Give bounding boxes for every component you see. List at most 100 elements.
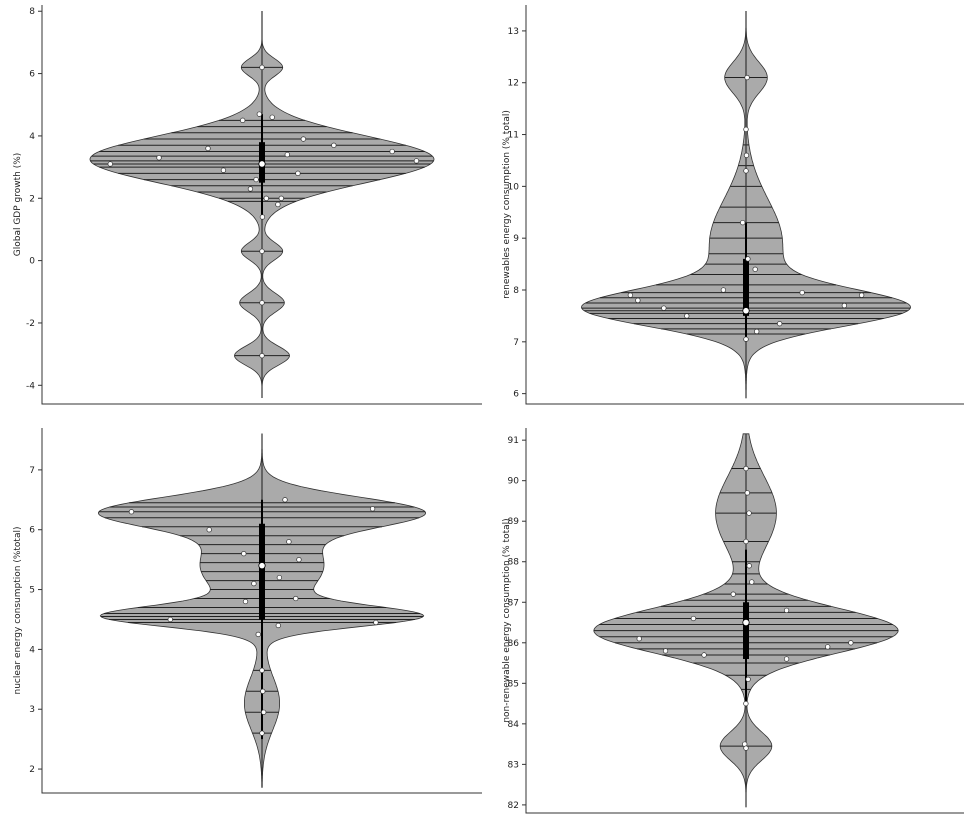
data-point (156, 155, 162, 161)
data-point (799, 289, 805, 296)
y-tick-label: 0 (29, 257, 35, 267)
data-point (269, 114, 275, 120)
data-point (743, 168, 749, 174)
data-point (744, 74, 750, 81)
y-tick-label: 6 (29, 526, 35, 536)
y-tick-label: 6 (513, 390, 519, 400)
data-point (754, 328, 760, 335)
data-point (752, 266, 758, 272)
axis-frame (41, 428, 482, 794)
data-point (783, 607, 790, 614)
data-point (743, 465, 749, 472)
y-tick-label: 89 (508, 517, 520, 527)
data-point (240, 117, 246, 123)
y-tick-label: 4 (29, 645, 35, 655)
violin-panel-non-renewable: 82 83 84 85 86 87 88 89 90 91 non-renewable energy… (502, 428, 964, 814)
data-point (661, 305, 667, 311)
data-point (743, 538, 749, 545)
y-tick-label: 7 (513, 338, 519, 348)
data-point (749, 579, 755, 585)
data-point (275, 622, 281, 629)
violin-panel-nuclear: 2 3 4 5 6 7 nuclear energy consumption (%total… (13, 428, 482, 794)
data-point (701, 652, 707, 658)
y-tick-label: 12 (508, 79, 519, 89)
violin-panel-gdp-growth: -4 -2 0 2 4 6 8 Global GDP growth (%) (13, 5, 482, 405)
y-tick-label: 5 (29, 586, 35, 596)
y-axis-title: renewables energy consumption (% total) (502, 110, 512, 299)
data-point (220, 167, 227, 173)
y-axis-title: non-renewable energy consumption (% tota… (502, 518, 512, 722)
data-point (743, 336, 749, 342)
data-point (206, 527, 212, 533)
data-point (841, 302, 848, 309)
data-point (296, 556, 302, 563)
data-point (684, 313, 690, 319)
data-point (720, 287, 727, 293)
data-point (259, 214, 266, 220)
data-point (255, 631, 261, 638)
data-point (746, 510, 752, 516)
axis-frame (525, 5, 964, 405)
y-tick-label: 3 (29, 705, 35, 715)
data-point (256, 111, 262, 117)
data-point (167, 616, 173, 623)
data-point (743, 745, 749, 751)
data-point (848, 640, 854, 646)
data-point (635, 297, 641, 304)
data-point (858, 292, 865, 298)
data-point (300, 136, 307, 142)
median-marker (742, 618, 750, 627)
median-marker (258, 562, 266, 570)
data-point (627, 292, 634, 298)
y-tick-label: 85 (508, 679, 519, 689)
median-marker (742, 307, 750, 315)
data-point (745, 676, 751, 682)
y-tick-label: 11 (508, 131, 519, 141)
data-point (247, 186, 254, 192)
data-point (745, 256, 751, 262)
y-tick-label: 2 (29, 194, 35, 204)
y-tick-label: 4 (29, 132, 35, 142)
data-point (284, 151, 290, 158)
data-point (278, 195, 284, 201)
data-point (730, 591, 736, 597)
data-point (331, 142, 337, 148)
y-tick-label: 83 (508, 760, 519, 770)
data-point (275, 201, 281, 208)
y-tick-label: 8 (513, 286, 519, 296)
y-tick-label: 6 (29, 70, 35, 80)
y-tick-label: 8 (29, 7, 35, 17)
data-point (413, 158, 420, 164)
y-tick-label: 88 (508, 558, 520, 568)
data-point (259, 730, 265, 736)
data-point (293, 595, 299, 602)
y-tick-label: 86 (508, 639, 520, 649)
y-axis-title: Global GDP growth (%) (13, 153, 23, 257)
data-point (107, 161, 113, 167)
data-point (263, 195, 269, 201)
y-tick-label: 10 (508, 182, 520, 192)
data-point (636, 636, 642, 642)
y-tick-label: 13 (508, 27, 519, 37)
data-point (259, 300, 265, 306)
data-point (369, 506, 376, 512)
data-point (286, 539, 292, 545)
data-point (205, 145, 211, 152)
data-point (783, 656, 790, 662)
y-tick-label: 7 (29, 466, 35, 476)
y-axis-title: nuclear energy consumption (%total) (13, 527, 23, 695)
data-point (253, 176, 259, 183)
data-point (662, 648, 669, 654)
axis-frame (525, 428, 964, 814)
data-point (251, 580, 257, 587)
data-point (740, 219, 746, 226)
data-point (276, 574, 283, 581)
data-point (389, 148, 395, 155)
data-point (259, 667, 265, 673)
y-tick-label: -4 (26, 381, 35, 391)
axis-frame (41, 5, 482, 405)
data-point (744, 490, 750, 496)
y-tick-label: 87 (508, 598, 519, 608)
data-point (259, 64, 265, 70)
